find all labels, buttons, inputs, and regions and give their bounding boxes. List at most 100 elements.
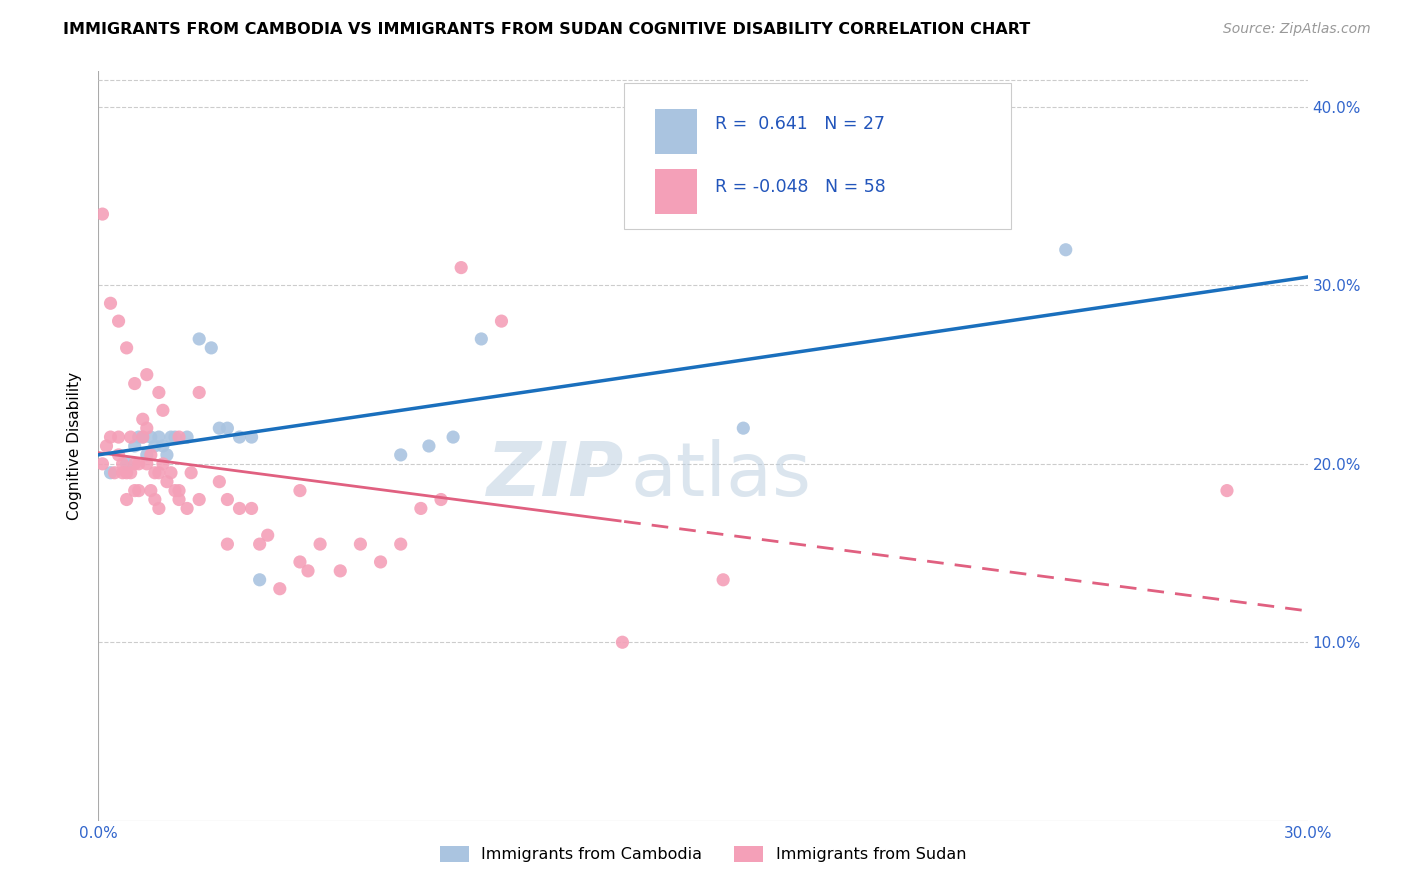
Point bbox=[152, 439, 174, 453]
Point bbox=[135, 368, 157, 382]
Point bbox=[612, 635, 634, 649]
FancyBboxPatch shape bbox=[624, 83, 1011, 228]
Point bbox=[135, 421, 157, 435]
Point bbox=[217, 537, 239, 551]
Point bbox=[115, 466, 138, 480]
Point bbox=[160, 466, 183, 480]
Point bbox=[111, 466, 134, 480]
Point bbox=[167, 492, 190, 507]
Point bbox=[470, 332, 492, 346]
Point bbox=[120, 430, 142, 444]
Point bbox=[115, 341, 138, 355]
Point bbox=[188, 492, 211, 507]
Point bbox=[1216, 483, 1239, 498]
Point bbox=[96, 439, 118, 453]
Point bbox=[349, 537, 371, 551]
Point bbox=[132, 412, 155, 426]
Point bbox=[143, 439, 166, 453]
Point bbox=[107, 448, 129, 462]
Text: IMMIGRANTS FROM CAMBODIA VS IMMIGRANTS FROM SUDAN COGNITIVE DISABILITY CORRELATI: IMMIGRANTS FROM CAMBODIA VS IMMIGRANTS F… bbox=[63, 22, 1031, 37]
Point bbox=[711, 573, 734, 587]
Point bbox=[389, 537, 412, 551]
Point bbox=[297, 564, 319, 578]
Point bbox=[107, 314, 129, 328]
Point bbox=[124, 483, 146, 498]
Point bbox=[156, 475, 179, 489]
Point bbox=[152, 457, 174, 471]
Point bbox=[188, 332, 211, 346]
Point bbox=[249, 573, 271, 587]
Point bbox=[139, 448, 162, 462]
Point bbox=[176, 430, 198, 444]
Point bbox=[409, 501, 432, 516]
Point bbox=[135, 457, 157, 471]
Point bbox=[124, 457, 146, 471]
Point bbox=[240, 430, 263, 444]
Point bbox=[143, 492, 166, 507]
Text: R = -0.048   N = 58: R = -0.048 N = 58 bbox=[716, 178, 886, 196]
Legend: Immigrants from Cambodia, Immigrants from Sudan: Immigrants from Cambodia, Immigrants fro… bbox=[433, 839, 973, 869]
Point bbox=[1054, 243, 1077, 257]
Point bbox=[256, 528, 278, 542]
Bar bbox=[655, 109, 697, 153]
Point bbox=[418, 439, 440, 453]
Point bbox=[208, 421, 231, 435]
Point bbox=[132, 430, 155, 444]
Point bbox=[148, 430, 170, 444]
Bar bbox=[655, 169, 697, 214]
Text: R =  0.641   N = 27: R = 0.641 N = 27 bbox=[716, 115, 886, 133]
Point bbox=[240, 501, 263, 516]
Y-axis label: Cognitive Disability: Cognitive Disability bbox=[67, 372, 83, 520]
Point bbox=[249, 537, 271, 551]
Point bbox=[491, 314, 513, 328]
Point bbox=[124, 439, 146, 453]
Point bbox=[450, 260, 472, 275]
Point bbox=[124, 376, 146, 391]
Point bbox=[208, 475, 231, 489]
Text: ZIP: ZIP bbox=[486, 440, 624, 513]
Point bbox=[167, 430, 190, 444]
Point bbox=[163, 430, 186, 444]
Point bbox=[389, 448, 412, 462]
Point bbox=[103, 466, 125, 480]
Point bbox=[441, 430, 464, 444]
Point bbox=[91, 207, 114, 221]
Point bbox=[148, 501, 170, 516]
Point bbox=[128, 430, 150, 444]
Point bbox=[163, 483, 186, 498]
Point bbox=[288, 483, 311, 498]
Point bbox=[180, 466, 202, 480]
Point bbox=[269, 582, 291, 596]
Point bbox=[228, 501, 250, 516]
Point bbox=[430, 492, 453, 507]
Point bbox=[217, 492, 239, 507]
Point bbox=[115, 492, 138, 507]
Point bbox=[156, 448, 179, 462]
Point bbox=[148, 466, 170, 480]
Point bbox=[143, 466, 166, 480]
Point bbox=[111, 457, 134, 471]
Point bbox=[176, 501, 198, 516]
Point bbox=[100, 430, 122, 444]
Point bbox=[152, 403, 174, 417]
Point bbox=[100, 296, 122, 310]
Point bbox=[217, 421, 239, 435]
Point bbox=[329, 564, 352, 578]
Point bbox=[309, 537, 332, 551]
Point bbox=[188, 385, 211, 400]
Point bbox=[370, 555, 392, 569]
Point bbox=[132, 430, 155, 444]
Point bbox=[120, 466, 142, 480]
Point bbox=[160, 430, 183, 444]
Point bbox=[148, 385, 170, 400]
Point bbox=[115, 457, 138, 471]
Point bbox=[128, 483, 150, 498]
Point bbox=[135, 448, 157, 462]
Point bbox=[128, 457, 150, 471]
Point bbox=[107, 430, 129, 444]
Text: Source: ZipAtlas.com: Source: ZipAtlas.com bbox=[1223, 22, 1371, 37]
Point bbox=[167, 483, 190, 498]
Text: atlas: atlas bbox=[630, 440, 811, 513]
Point bbox=[139, 483, 162, 498]
Point bbox=[228, 430, 250, 444]
